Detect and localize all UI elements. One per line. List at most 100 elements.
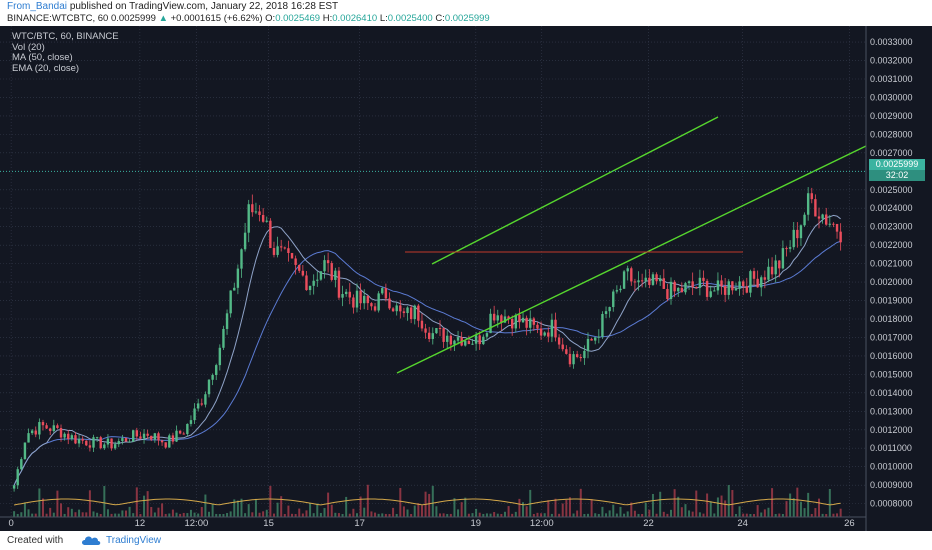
author-link[interactable]: From_Bandai [7,1,68,12]
volume-bar [16,513,19,517]
candle-body [251,204,254,213]
volume-bar [34,513,37,517]
volume-ma-line [14,498,841,506]
candle-body [723,286,727,295]
volume-bar [753,513,756,517]
volume-bar [590,499,593,517]
low-value: 0.0025400 [387,13,433,24]
candle-body [431,333,434,339]
volume-bar [532,513,535,517]
legend-ema[interactable]: EMA (20, close) [12,62,80,74]
price-axis[interactable]: 0.0033000 0.0032000 0.0031000 0.0030000 0.00… [870,37,913,509]
volume-bar [745,513,748,517]
volume-bar [63,513,66,517]
price-chart[interactable]: 0.0033000 0.0032000 0.0031000 0.0030000 0.00… [0,26,932,531]
volume-bar [413,505,416,517]
price-tick-label: 0.0009000 [870,480,913,490]
volume-bar [204,494,207,517]
volume-bar [807,492,810,517]
candle-body [113,444,117,449]
candle-body [319,271,323,280]
volume-bar [215,513,218,517]
volume-bar [446,513,449,517]
volume-bar [352,508,355,517]
volume-bar [558,513,561,517]
candle-body [648,277,651,285]
candle-body [543,332,546,336]
volume-bar [330,504,333,517]
candle-body [734,288,738,291]
volume-bar [309,503,312,517]
candle-body [413,305,416,320]
legend-volume[interactable]: Vol (20) [12,41,45,53]
price-tick-label: 0.0028000 [870,129,913,139]
ma-50-line [13,240,841,486]
candle-body [521,317,525,323]
volume-bar [294,513,297,517]
candle-body [254,211,258,213]
candle-body [666,288,669,300]
volume-bar [359,496,362,517]
candle-body [128,441,131,443]
volume-bar [644,502,647,517]
candle-body [34,430,37,435]
volume-bar [222,514,225,517]
publication-header: From_Bandai published on TradingView.com… [0,0,932,26]
time-axis[interactable]: 0 12 12:00 15 17 19 12:00 22 24 26 [8,518,854,529]
volume-bar [716,497,719,517]
volume-bar [327,492,330,517]
candle-body [395,305,398,312]
candle-body [74,435,77,444]
lower-channel-line[interactable] [396,145,867,374]
candle-body [95,437,99,439]
candle-body [471,343,474,345]
candle-body [200,403,203,405]
candle-body [182,433,185,435]
high-label: H: [322,13,333,24]
upper-channel-line[interactable] [431,116,719,265]
candle-body [698,277,702,288]
volume-bar [374,512,377,517]
volume-bar [420,505,423,517]
candle-body [106,438,110,445]
volume-bar [561,503,564,517]
volume-bar [540,513,543,517]
volume-bar [467,513,470,517]
volume-bar [742,513,745,517]
price-tick-label: 0.0016000 [870,351,913,361]
volume-bar [543,513,546,517]
legend-ma[interactable]: MA (50, close) [12,52,73,63]
candle-body [373,306,377,311]
volume-bar [677,496,680,517]
volume-bar [312,513,315,517]
candle-body [243,232,247,250]
candle-body [305,275,308,291]
volume-bar [680,507,683,517]
legend-title: WTC/BTC, 60, BINANCE [12,31,119,42]
candle-body [785,248,788,250]
volume-bar [706,493,709,517]
candle-body [261,214,265,222]
volume-bar [337,513,340,517]
volume-bar [439,513,442,517]
volume-bar [814,508,817,517]
candle-body [81,439,84,441]
candle-body [814,199,817,217]
volume-bar [641,513,644,517]
candle-body [554,319,557,338]
candle-body [467,340,471,345]
candle-body [301,270,305,276]
volume-bar [132,513,135,517]
candle-body [594,337,597,341]
volume-bar [727,485,730,517]
tradingview-link[interactable]: TradingView [106,535,162,546]
candle-body [142,433,146,439]
candle-body [446,335,449,342]
candle-body [612,291,615,308]
indicator-legend: WTC/BTC, 60, BINANCE Vol (20) MA (50, cl… [12,31,119,74]
candle-body [637,280,640,283]
volume-bar [464,497,467,517]
volume-bar [200,507,203,517]
candle-body [186,423,189,435]
candle-body [56,425,59,428]
